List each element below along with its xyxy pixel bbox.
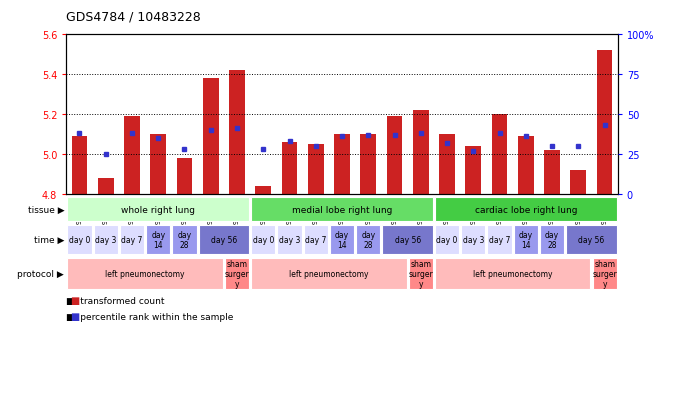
Bar xyxy=(98,178,114,194)
Text: day 0: day 0 xyxy=(436,236,458,244)
Text: day 3: day 3 xyxy=(463,236,484,244)
Bar xyxy=(304,226,328,254)
Bar xyxy=(68,259,223,289)
Bar xyxy=(281,142,297,194)
Text: day 3: day 3 xyxy=(95,236,117,244)
Bar xyxy=(461,226,485,254)
Bar xyxy=(413,111,429,194)
Bar xyxy=(514,226,538,254)
Text: protocol ▶: protocol ▶ xyxy=(17,269,64,278)
Bar xyxy=(120,226,144,254)
Text: left pneumonectomy: left pneumonectomy xyxy=(105,269,185,278)
Text: day 0: day 0 xyxy=(68,236,90,244)
Bar xyxy=(570,170,586,194)
Text: day
14: day 14 xyxy=(335,230,349,250)
Bar xyxy=(251,226,275,254)
Bar xyxy=(255,186,271,194)
Bar xyxy=(150,135,166,194)
Text: medial lobe right lung: medial lobe right lung xyxy=(292,205,392,214)
Bar xyxy=(334,135,350,194)
Text: tissue ▶: tissue ▶ xyxy=(28,205,64,214)
Text: whole right lung: whole right lung xyxy=(121,205,195,214)
Bar xyxy=(225,259,249,289)
Bar xyxy=(540,226,564,254)
Text: sham
surger
y: sham surger y xyxy=(225,259,249,289)
Text: day
14: day 14 xyxy=(519,230,533,250)
Bar xyxy=(409,259,433,289)
Text: day
28: day 28 xyxy=(362,230,376,250)
Bar xyxy=(124,116,140,194)
Bar xyxy=(544,150,560,194)
Bar xyxy=(68,197,249,222)
Bar xyxy=(435,259,591,289)
Text: day 3: day 3 xyxy=(279,236,300,244)
Bar xyxy=(72,136,87,194)
Bar xyxy=(518,136,534,194)
Text: day 56: day 56 xyxy=(211,236,237,244)
Bar xyxy=(251,259,407,289)
Text: ■: ■ xyxy=(70,311,79,321)
Bar xyxy=(597,51,612,194)
Bar xyxy=(308,145,324,194)
Bar xyxy=(68,226,91,254)
Bar xyxy=(435,197,616,222)
Bar xyxy=(172,226,197,254)
Text: day 56: day 56 xyxy=(394,236,421,244)
Bar xyxy=(566,226,616,254)
Bar xyxy=(383,226,433,254)
Bar xyxy=(593,259,616,289)
Text: day 0: day 0 xyxy=(253,236,274,244)
Bar xyxy=(387,116,403,194)
Text: day 56: day 56 xyxy=(579,236,604,244)
Bar xyxy=(229,71,245,194)
Text: day
14: day 14 xyxy=(151,230,165,250)
Text: time ▶: time ▶ xyxy=(34,236,64,244)
Bar xyxy=(277,226,302,254)
Text: day 7: day 7 xyxy=(305,236,327,244)
Text: left pneumonectomy: left pneumonectomy xyxy=(473,269,552,278)
Bar xyxy=(356,226,380,254)
Text: GDS4784 / 10483228: GDS4784 / 10483228 xyxy=(66,10,201,23)
Text: left pneumonectomy: left pneumonectomy xyxy=(289,269,369,278)
Text: day 7: day 7 xyxy=(121,236,142,244)
Bar xyxy=(360,135,376,194)
Text: day
28: day 28 xyxy=(545,230,559,250)
Bar xyxy=(199,226,249,254)
Bar xyxy=(251,197,433,222)
Text: sham
surger
y: sham surger y xyxy=(592,259,617,289)
Bar xyxy=(491,114,507,194)
Text: ■: ■ xyxy=(70,296,79,306)
Text: ■  percentile rank within the sample: ■ percentile rank within the sample xyxy=(66,312,234,321)
Bar xyxy=(487,226,512,254)
Bar xyxy=(146,226,170,254)
Bar xyxy=(177,158,193,194)
Bar xyxy=(439,135,455,194)
Bar xyxy=(203,79,218,194)
Bar xyxy=(435,226,459,254)
Text: day 7: day 7 xyxy=(489,236,510,244)
Text: day
28: day 28 xyxy=(177,230,191,250)
Text: ■  transformed count: ■ transformed count xyxy=(66,296,165,305)
Bar xyxy=(94,226,118,254)
Text: cardiac lobe right lung: cardiac lobe right lung xyxy=(475,205,577,214)
Bar xyxy=(330,226,354,254)
Text: sham
surger
y: sham surger y xyxy=(408,259,433,289)
Bar xyxy=(466,147,481,194)
